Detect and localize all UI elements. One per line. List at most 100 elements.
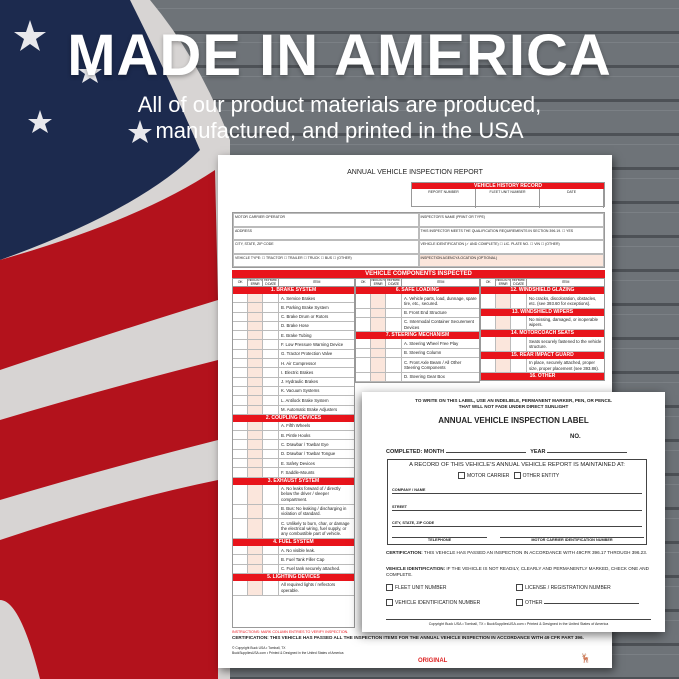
repaired-date-cell[interactable]: [263, 519, 279, 539]
ok-cell[interactable]: [233, 484, 248, 504]
needs-repair-cell[interactable]: [248, 580, 263, 595]
needs-repair-cell[interactable]: [371, 294, 386, 308]
repaired-date-cell[interactable]: [263, 386, 279, 396]
ok-cell[interactable]: [233, 440, 248, 449]
needs-repair-cell[interactable]: [248, 377, 263, 386]
ok-cell[interactable]: [233, 331, 248, 340]
needs-repair-cell[interactable]: [248, 546, 263, 555]
ok-cell[interactable]: [233, 405, 248, 414]
repaired-date-cell[interactable]: [386, 317, 402, 332]
repaired-date-cell[interactable]: [263, 303, 279, 312]
needs-repair-cell[interactable]: [371, 372, 386, 381]
repaired-date-cell[interactable]: [263, 368, 279, 377]
needs-repair-cell[interactable]: [248, 349, 263, 359]
ok-cell[interactable]: [481, 315, 496, 330]
ok-cell[interactable]: [233, 396, 248, 405]
needs-repair-cell[interactable]: [248, 519, 263, 539]
needs-repair-cell[interactable]: [248, 294, 263, 303]
ok-cell[interactable]: [233, 431, 248, 440]
repaired-date-cell[interactable]: [386, 294, 402, 308]
month-field[interactable]: [445, 452, 526, 453]
checkbox[interactable]: [386, 584, 393, 591]
needs-repair-cell[interactable]: [371, 358, 386, 372]
ok-cell[interactable]: [233, 449, 248, 459]
repaired-date-cell[interactable]: [263, 331, 279, 340]
ok-cell[interactable]: [356, 317, 371, 332]
repaired-date-cell[interactable]: [263, 405, 279, 414]
repaired-date-cell[interactable]: [263, 349, 279, 359]
repaired-date-cell[interactable]: [263, 294, 279, 303]
other-entity-checkbox[interactable]: [513, 472, 521, 479]
ok-cell[interactable]: [356, 372, 371, 381]
needs-repair-cell[interactable]: [371, 339, 386, 348]
ok-cell[interactable]: [233, 321, 248, 331]
ok-cell[interactable]: [233, 368, 248, 377]
needs-repair-cell[interactable]: [496, 294, 511, 308]
needs-repair-cell[interactable]: [248, 312, 263, 321]
license-option[interactable]: LICENSE / REGISTRATION NUMBER: [516, 584, 611, 591]
needs-repair-cell[interactable]: [371, 308, 386, 317]
ok-cell[interactable]: [356, 358, 371, 372]
checkbox[interactable]: [516, 599, 523, 606]
ok-cell[interactable]: [233, 519, 248, 539]
repaired-date-cell[interactable]: [263, 421, 279, 431]
ok-cell[interactable]: [356, 294, 371, 308]
needs-repair-cell[interactable]: [248, 303, 263, 312]
ok-cell[interactable]: [233, 459, 248, 468]
needs-repair-cell[interactable]: [248, 440, 263, 449]
repaired-date-cell[interactable]: [263, 377, 279, 386]
year-field[interactable]: [547, 452, 627, 453]
ok-cell[interactable]: [356, 308, 371, 317]
needs-repair-cell[interactable]: [248, 555, 263, 564]
repaired-date-cell[interactable]: [263, 312, 279, 321]
needs-repair-cell[interactable]: [248, 368, 263, 377]
motor-carrier-checkbox[interactable]: [458, 472, 465, 479]
ok-cell[interactable]: [233, 377, 248, 386]
ok-cell[interactable]: [233, 555, 248, 564]
checkbox[interactable]: [516, 584, 523, 591]
repaired-date-cell[interactable]: [386, 308, 402, 317]
needs-repair-cell[interactable]: [496, 358, 511, 373]
ok-cell[interactable]: [233, 386, 248, 396]
repaired-date-cell[interactable]: [511, 358, 527, 373]
fleet-option[interactable]: FLEET UNIT NUMBER: [386, 584, 447, 591]
ok-cell[interactable]: [233, 546, 248, 555]
ok-cell[interactable]: [233, 359, 248, 368]
needs-repair-cell[interactable]: [248, 321, 263, 331]
needs-repair-cell[interactable]: [248, 504, 263, 519]
needs-repair-cell[interactable]: [248, 421, 263, 431]
ok-cell[interactable]: [233, 504, 248, 519]
needs-repair-cell[interactable]: [248, 459, 263, 468]
repaired-date-cell[interactable]: [263, 564, 279, 573]
ok-cell[interactable]: [233, 468, 248, 477]
ok-cell[interactable]: [356, 339, 371, 348]
repaired-date-cell[interactable]: [263, 580, 279, 595]
repaired-date-cell[interactable]: [263, 340, 279, 349]
street-field[interactable]: STREET: [392, 505, 642, 511]
ok-cell[interactable]: [233, 294, 248, 303]
repaired-date-cell[interactable]: [511, 294, 527, 308]
needs-repair-cell[interactable]: [248, 386, 263, 396]
company-field[interactable]: COMPANY / NAME: [392, 488, 642, 494]
repaired-date-cell[interactable]: [263, 546, 279, 555]
needs-repair-cell[interactable]: [248, 431, 263, 440]
ok-cell[interactable]: [481, 358, 496, 373]
needs-repair-cell[interactable]: [371, 317, 386, 332]
repaired-date-cell[interactable]: [263, 359, 279, 368]
repaired-date-cell[interactable]: [511, 315, 527, 330]
needs-repair-cell[interactable]: [248, 396, 263, 405]
repaired-date-cell[interactable]: [386, 372, 402, 381]
vin-option[interactable]: VEHICLE IDENTIFICATION NUMBER: [386, 599, 480, 606]
repaired-date-cell[interactable]: [263, 431, 279, 440]
needs-repair-cell[interactable]: [248, 484, 263, 504]
needs-repair-cell[interactable]: [248, 340, 263, 349]
repaired-date-cell[interactable]: [263, 484, 279, 504]
needs-repair-cell[interactable]: [248, 564, 263, 573]
needs-repair-cell[interactable]: [248, 331, 263, 340]
needs-repair-cell[interactable]: [496, 337, 511, 351]
repaired-date-cell[interactable]: [386, 358, 402, 372]
city-field[interactable]: CITY, STATE, ZIP CODE: [392, 521, 642, 527]
checkbox[interactable]: [386, 599, 393, 606]
other-field[interactable]: [543, 602, 639, 604]
ok-cell[interactable]: [233, 564, 248, 573]
